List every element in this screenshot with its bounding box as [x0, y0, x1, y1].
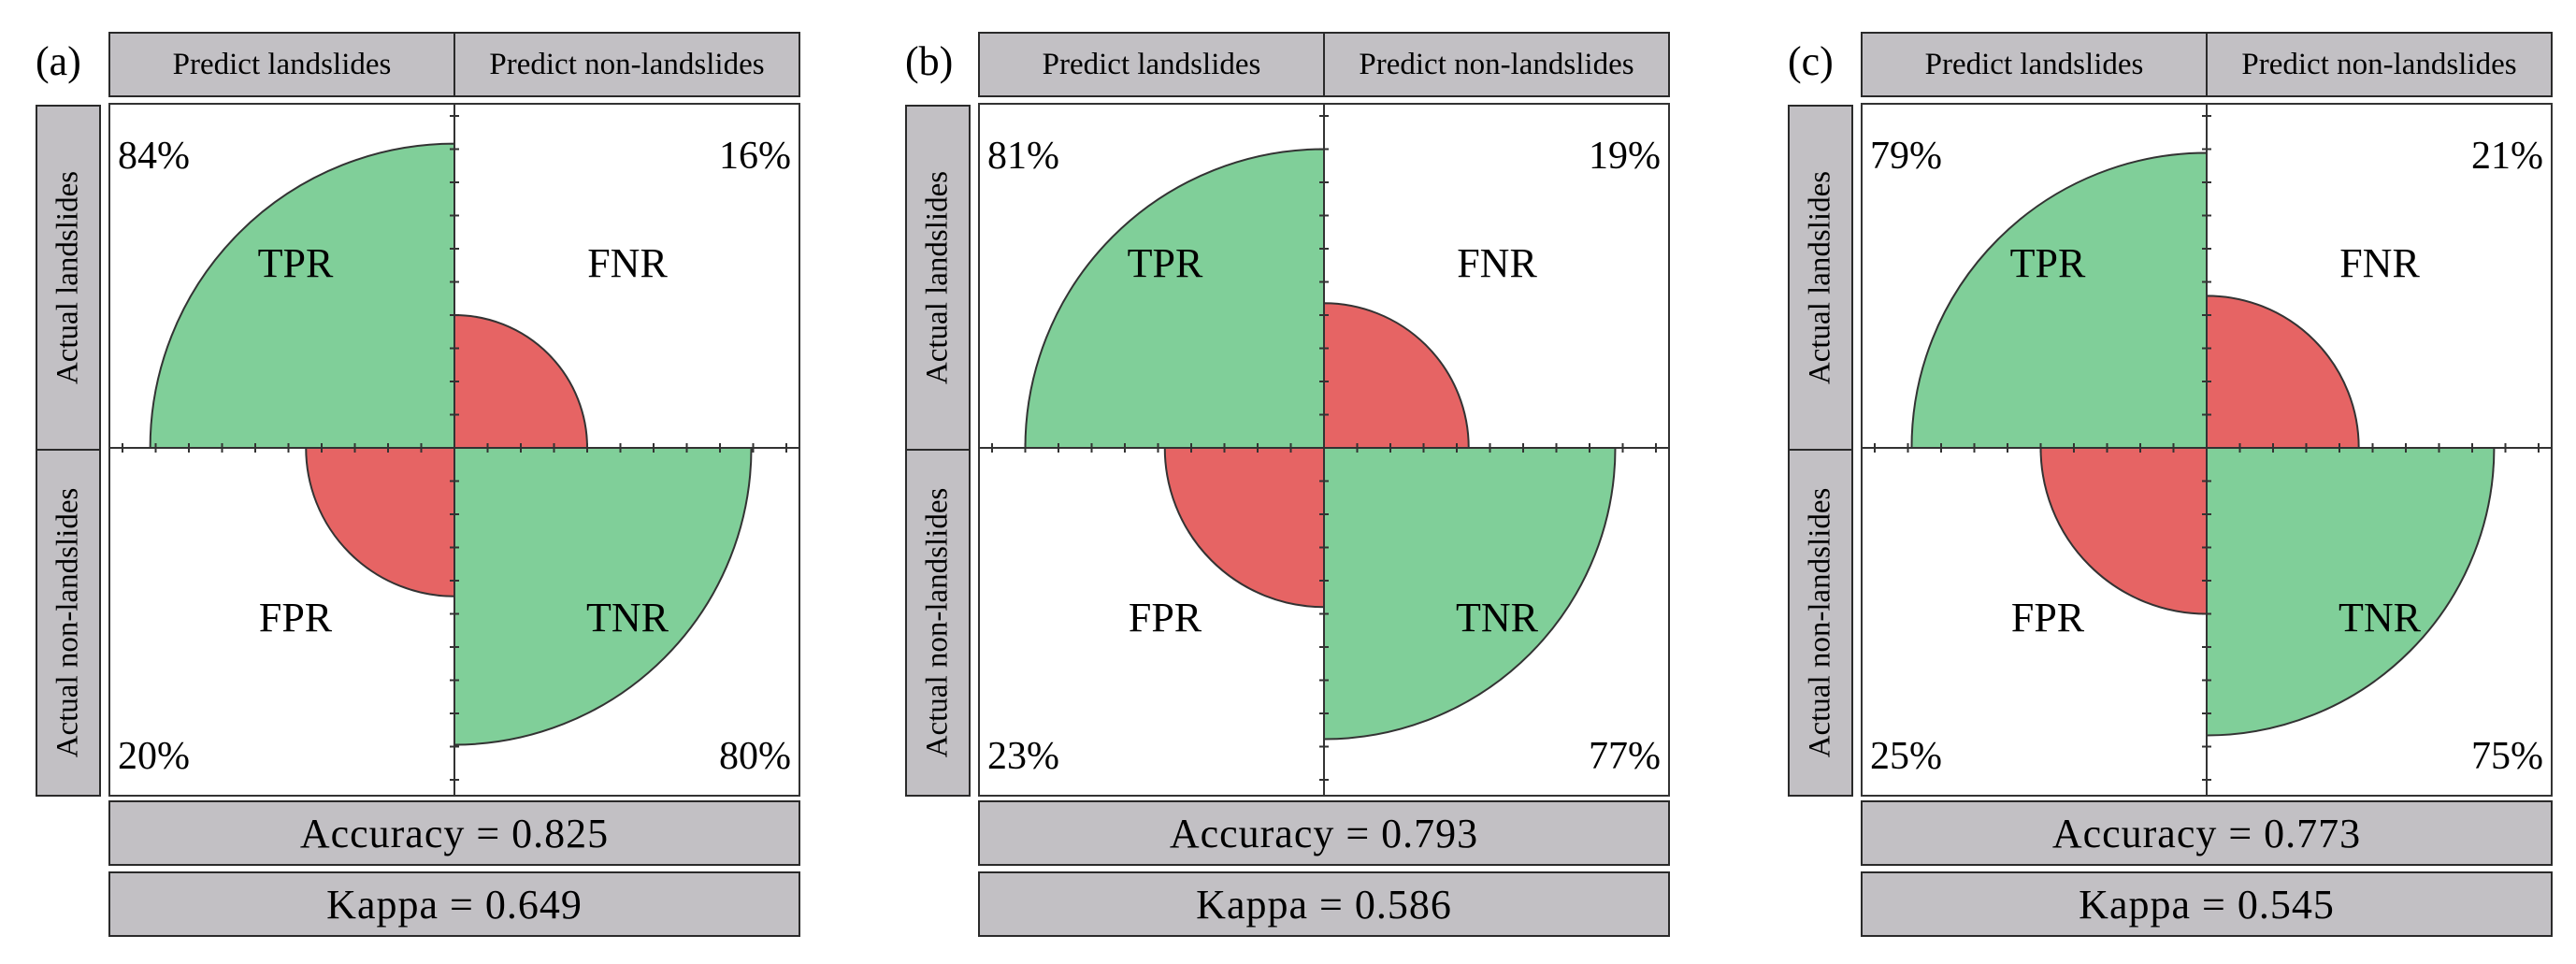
fnr-label: FNR — [1457, 240, 1537, 286]
tpr-label: TPR — [2010, 240, 2086, 286]
fpr-percent: 23% — [987, 735, 1059, 778]
fourfold-svg: TPR FNR FPR TNR 81% 19% 23% 77% — [978, 103, 1670, 797]
fpr-percent: 20% — [118, 735, 190, 778]
axis-ticks — [991, 115, 1657, 781]
row-header-label: Actual landslides — [50, 170, 85, 385]
tpr-label: TPR — [1128, 240, 1203, 286]
fnr-label: FNR — [587, 240, 668, 286]
accuracy-box: Accuracy = 0.793 — [978, 800, 1670, 866]
header-predict-non-landslides: Predict non-landslides — [453, 32, 800, 97]
tnr-percent: 80% — [719, 735, 791, 778]
row-header-label: Actual landslides — [1803, 170, 1837, 385]
tpr-wedge — [1024, 148, 1325, 449]
tpr-percent: 84% — [118, 135, 190, 178]
kappa-box: Kappa = 0.649 — [108, 871, 800, 937]
tnr-percent: 75% — [2471, 735, 2543, 778]
fnr-wedge — [453, 313, 589, 449]
fnr-label: FNR — [2339, 240, 2420, 286]
fourfold-plot: TPR FNR FPR TNR 84% 16% 20% 80% — [108, 103, 800, 797]
panel-label: (b) — [905, 38, 954, 84]
row-header-actual-non-landslides: Actual non-landslides — [36, 449, 101, 797]
row-header-label: Actual non-landslides — [50, 487, 85, 758]
panel-label: (c) — [1788, 38, 1834, 84]
panel-label: (a) — [36, 38, 81, 84]
fnr-percent: 16% — [719, 135, 791, 178]
fnr-wedge — [1323, 302, 1470, 449]
tnr-wedge — [2206, 447, 2496, 737]
tnr-percent: 77% — [1589, 735, 1661, 778]
row-header-actual-non-landslides: Actual non-landslides — [905, 449, 971, 797]
row-header-actual-non-landslides: Actual non-landslides — [1788, 449, 1853, 797]
header-predict-non-landslides: Predict non-landslides — [1323, 32, 1670, 97]
tnr-label: TNR — [586, 595, 669, 640]
fpr-label: FPR — [259, 595, 333, 640]
fnr-percent: 19% — [1589, 135, 1661, 178]
accuracy-box: Accuracy = 0.773 — [1861, 800, 2553, 866]
fpr-label: FPR — [2011, 595, 2085, 640]
row-header-label: Actual non-landslides — [920, 487, 955, 758]
tnr-wedge — [1323, 447, 1617, 741]
tpr-label: TPR — [258, 240, 334, 286]
fpr-label: FPR — [1129, 595, 1202, 640]
header-predict-landslides: Predict landslides — [978, 32, 1325, 97]
row-header-actual-landslides: Actual landslides — [1788, 105, 1853, 451]
fourfold-plot: TPR FNR FPR TNR 79% 21% 25% 75% — [1861, 103, 2553, 797]
header-predict-landslides: Predict landslides — [1861, 32, 2208, 97]
fpr-wedge — [2039, 447, 2208, 615]
tnr-label: TNR — [1456, 595, 1539, 640]
kappa-box: Kappa = 0.586 — [978, 871, 1670, 937]
tpr-percent: 81% — [987, 135, 1059, 178]
row-header-actual-landslides: Actual landslides — [36, 105, 101, 451]
header-predict-non-landslides: Predict non-landslides — [2206, 32, 2553, 97]
fourfold-svg: TPR FNR FPR TNR 84% 16% 20% 80% — [108, 103, 800, 797]
kappa-box: Kappa = 0.545 — [1861, 871, 2553, 937]
tpr-percent: 79% — [1870, 135, 1942, 178]
fnr-wedge — [2206, 295, 2360, 449]
fpr-percent: 25% — [1870, 735, 1942, 778]
tpr-wedge — [149, 142, 455, 449]
panel-c: (c) Predict landslides Predict non-lands… — [1752, 0, 2575, 964]
fnr-percent: 21% — [2471, 135, 2543, 178]
panel-a: (a) Predict landslides Predict non-lands… — [0, 0, 823, 964]
row-header-label: Actual non-landslides — [1803, 487, 1837, 758]
fourfold-plot: TPR FNR FPR TNR 81% 19% 23% 77% — [978, 103, 1670, 797]
row-header-actual-landslides: Actual landslides — [905, 105, 971, 451]
row-header-label: Actual landslides — [920, 170, 955, 385]
fpr-wedge — [305, 447, 455, 597]
header-predict-landslides: Predict landslides — [108, 32, 455, 97]
fourfold-svg: TPR FNR FPR TNR 79% 21% 25% 75% — [1861, 103, 2553, 797]
panel-b: (b) Predict landslides Predict non-lands… — [870, 0, 1692, 964]
accuracy-box: Accuracy = 0.825 — [108, 800, 800, 866]
axis-ticks — [122, 115, 787, 781]
axis-ticks — [1874, 115, 2540, 781]
tpr-wedge — [1910, 151, 2208, 449]
tnr-label: TNR — [2339, 595, 2422, 640]
fpr-wedge — [1163, 447, 1325, 609]
tnr-wedge — [453, 447, 753, 746]
